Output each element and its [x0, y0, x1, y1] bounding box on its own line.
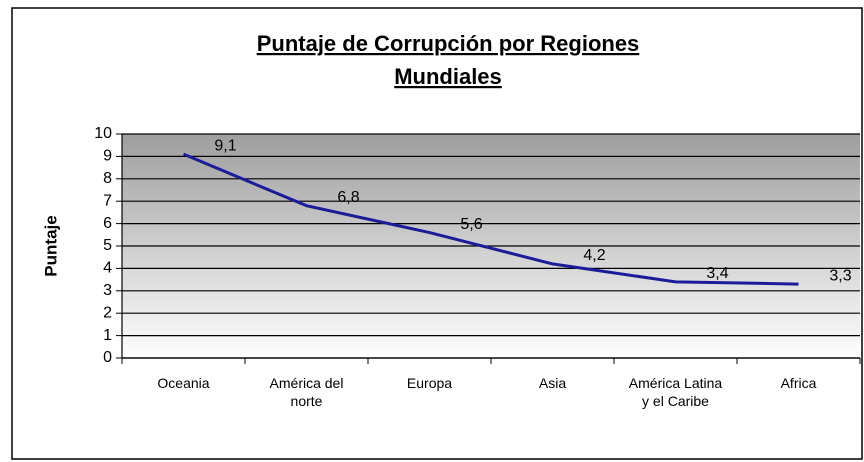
x-tick-label: Asia — [538, 375, 567, 391]
y-tick-label: 7 — [103, 192, 112, 209]
y-tick-label: 5 — [103, 237, 112, 254]
x-tick-label: América Latina y el Caribe — [628, 375, 723, 409]
data-label: 3,4 — [706, 265, 728, 282]
y-tick-label: 0 — [103, 349, 112, 366]
x-tick-label: Africa — [780, 375, 817, 391]
chart-title: Puntaje de Corrupción por Regiones Mundia… — [257, 31, 640, 89]
x-tick-label: Europa — [406, 375, 453, 391]
y-tick-label: 10 — [94, 125, 112, 142]
x-tick-label: Oceania — [157, 375, 210, 391]
y-axis-label: Puntaje — [41, 215, 60, 276]
y-tick-label: 8 — [103, 170, 112, 187]
y-tick-label: 1 — [103, 327, 112, 344]
data-label: 9,1 — [214, 137, 236, 154]
data-label: 6,8 — [337, 189, 359, 206]
y-tick-label: 4 — [103, 260, 112, 277]
y-tick-label: 6 — [103, 215, 112, 232]
y-tick-label: 3 — [103, 282, 112, 299]
data-label: 4,2 — [583, 247, 605, 264]
data-label: 5,6 — [460, 216, 482, 233]
data-label: 3,3 — [829, 267, 851, 284]
y-tick-label: 9 — [103, 148, 112, 165]
line — [182, 152, 799, 286]
x-tick-label: América del norte — [269, 375, 344, 409]
y-tick-label: 2 — [103, 304, 112, 321]
